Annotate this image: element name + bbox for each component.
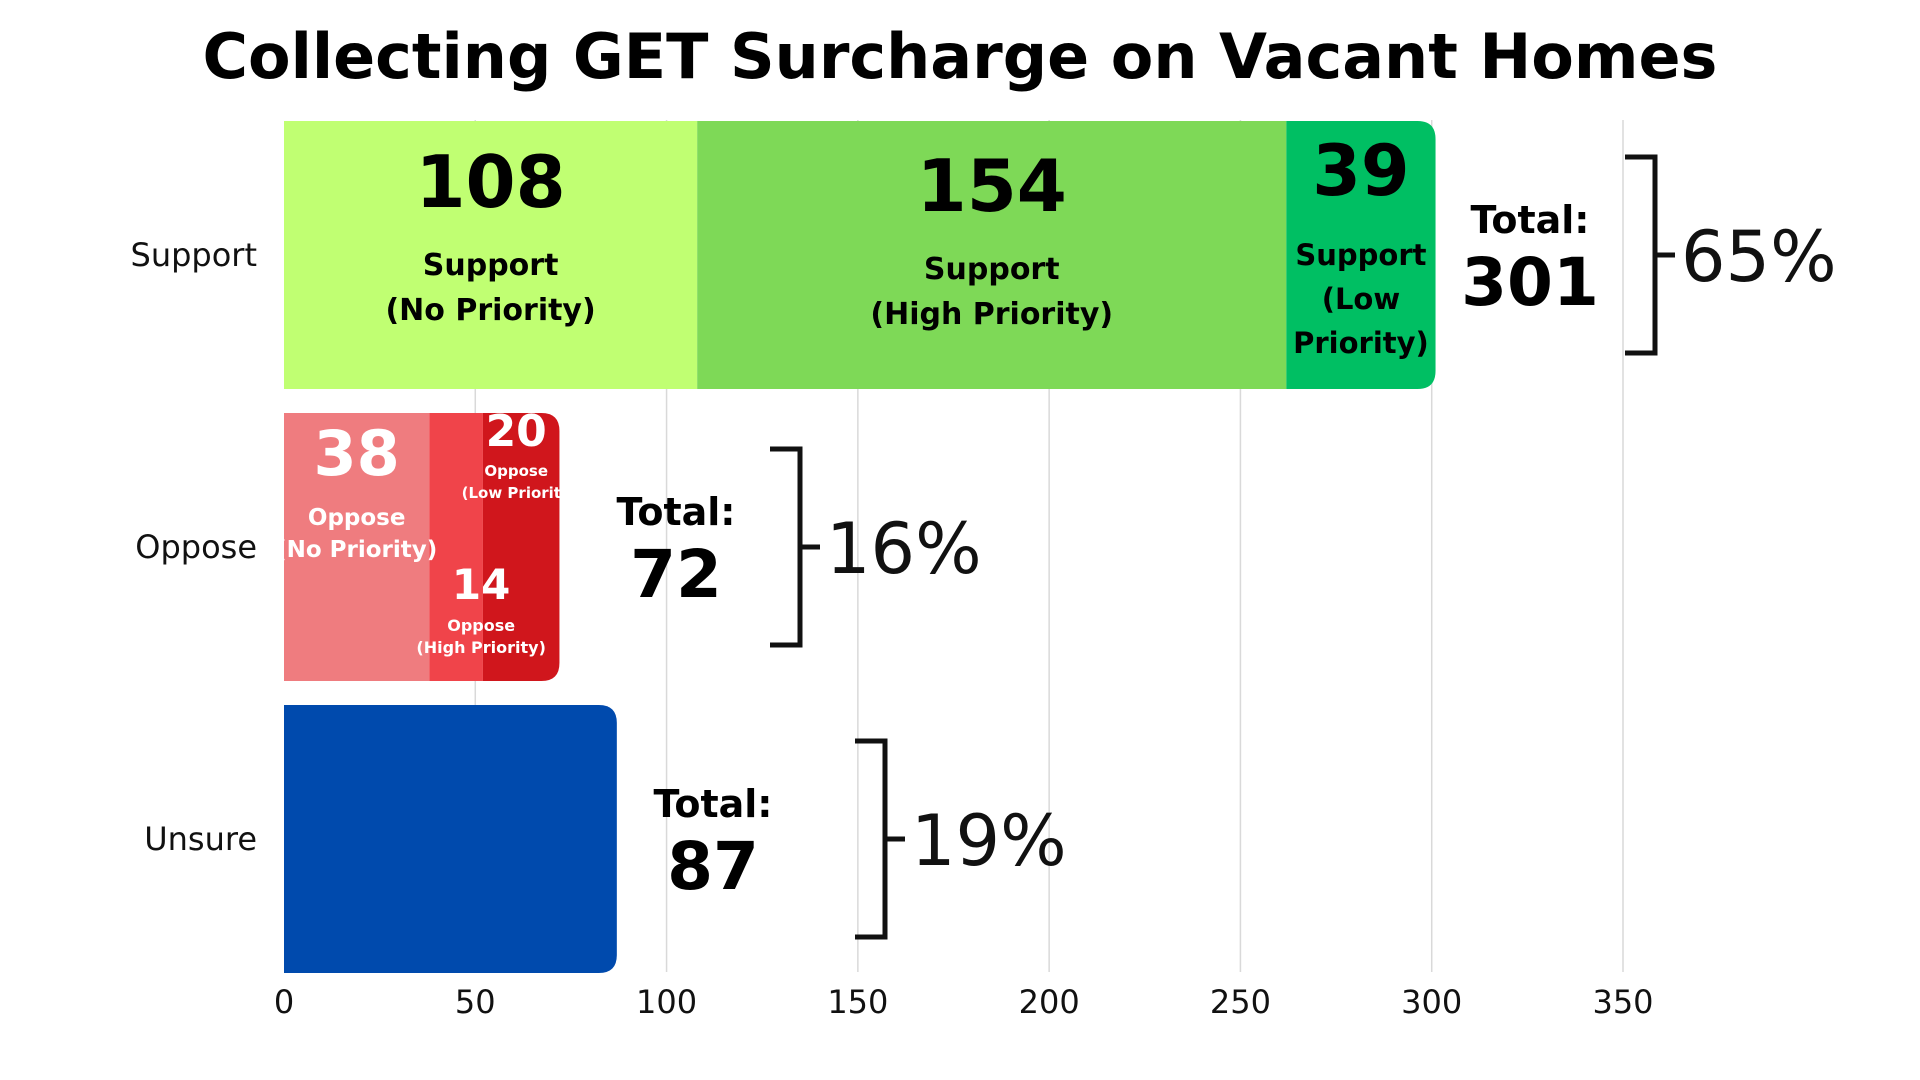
data-label: 154 bbox=[917, 144, 1067, 228]
bracket bbox=[1625, 154, 1675, 356]
x-tick-label: 150 bbox=[827, 983, 888, 1021]
percent-label: 65% bbox=[1681, 216, 1837, 298]
bar-segment bbox=[1286, 121, 1436, 389]
bars bbox=[283, 121, 1436, 973]
x-tick-label: 100 bbox=[636, 983, 697, 1021]
data-label: 108 bbox=[415, 140, 565, 224]
bar-segment bbox=[482, 413, 560, 681]
x-tick-label: 50 bbox=[455, 983, 496, 1021]
bar-segment bbox=[697, 121, 1287, 389]
total-label: Total: bbox=[653, 782, 772, 826]
segment-label: Priority) bbox=[1293, 326, 1429, 360]
bracket bbox=[855, 738, 905, 940]
segment-label: (No Priority) bbox=[276, 537, 437, 563]
category-label: Support bbox=[131, 236, 258, 274]
total-value: 301 bbox=[1461, 244, 1599, 321]
total-label: Total: bbox=[1470, 198, 1589, 242]
x-tick-label: 300 bbox=[1401, 983, 1462, 1021]
data-label: 39 bbox=[1312, 130, 1409, 212]
segment-label: Support bbox=[423, 248, 559, 283]
segment-label: (No Priority) bbox=[385, 293, 595, 328]
category-label: Unsure bbox=[144, 820, 257, 858]
total-label: Total: bbox=[616, 490, 735, 534]
x-tick-label: 0 bbox=[274, 983, 294, 1021]
percent-label: 16% bbox=[826, 508, 982, 590]
labels: 0 50 100 150 200 250 300 350 Support 108 Support (N… bbox=[131, 130, 1837, 1021]
bar-segment bbox=[284, 705, 617, 973]
segment-label: (High Priority) bbox=[870, 297, 1113, 332]
segment-label: Support bbox=[924, 252, 1060, 287]
segment-label: Oppose bbox=[447, 616, 515, 635]
bar-segment bbox=[283, 121, 698, 389]
bracket bbox=[770, 446, 820, 648]
bar-segment bbox=[284, 413, 430, 681]
segment-label: (Low Priority bbox=[462, 484, 571, 502]
segment-label: Oppose bbox=[484, 462, 548, 480]
x-tick-label: 200 bbox=[1019, 983, 1080, 1021]
total-value: 87 bbox=[667, 828, 759, 905]
chart-title: Collecting GET Surcharge on Vacant Homes bbox=[203, 20, 1718, 93]
segment-label: (High Priority) bbox=[416, 638, 545, 657]
data-label: 20 bbox=[486, 406, 547, 457]
x-tick-label: 250 bbox=[1210, 983, 1271, 1021]
category-label: Oppose bbox=[135, 528, 257, 566]
segment-label: Support bbox=[1295, 238, 1426, 272]
bar-segment bbox=[429, 413, 483, 681]
total-value: 72 bbox=[630, 536, 722, 613]
segment-label: Oppose bbox=[308, 505, 406, 531]
segment-label: (Low bbox=[1322, 282, 1400, 316]
percent-label: 19% bbox=[911, 800, 1067, 882]
x-tick-label: 350 bbox=[1592, 983, 1653, 1021]
data-label: 38 bbox=[314, 417, 400, 490]
data-label: 14 bbox=[452, 560, 510, 609]
